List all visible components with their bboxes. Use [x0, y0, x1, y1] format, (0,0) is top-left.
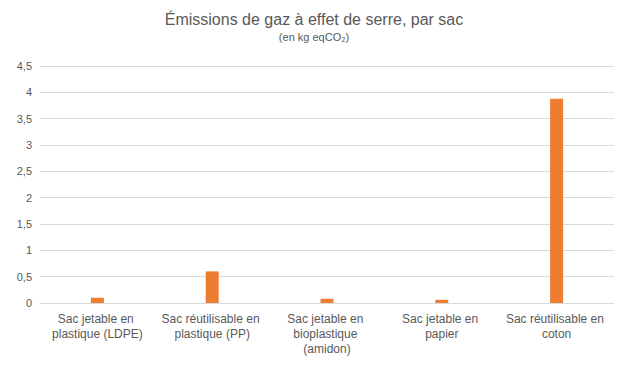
svg-text:0,5: 0,5 — [17, 271, 32, 283]
svg-text:plastique (LDPE): plastique (LDPE) — [52, 327, 143, 341]
svg-text:bioplastique: bioplastique — [293, 327, 360, 341]
svg-text:0: 0 — [26, 297, 32, 309]
svg-text:2,5: 2,5 — [17, 165, 32, 177]
svg-text:4,5: 4,5 — [17, 60, 32, 72]
svg-text:papier: papier — [425, 327, 458, 341]
svg-text:Sac jetable en: Sac jetable en — [58, 312, 137, 326]
svg-text:Sac jetable en: Sac jetable en — [402, 312, 481, 326]
svg-text:coton: coton — [542, 327, 571, 341]
svg-text:Émissions de gaz à effet de se: Émissions de gaz à effet de serre, par s… — [165, 10, 464, 28]
svg-text:Sac jetable en: Sac jetable en — [287, 312, 366, 326]
svg-text:plastique (PP): plastique (PP) — [175, 327, 250, 341]
svg-text:(amidon): (amidon) — [303, 342, 350, 356]
svg-text:(en kg eqCO₂): (en kg eqCO₂) — [279, 31, 349, 43]
svg-text:2: 2 — [26, 192, 32, 204]
svg-text:1,5: 1,5 — [17, 218, 32, 230]
svg-text:3,5: 3,5 — [17, 113, 32, 125]
svg-text:3: 3 — [26, 139, 32, 151]
svg-text:Sac réutilisable en: Sac réutilisable en — [506, 312, 607, 326]
svg-text:Sac réutilisable en: Sac réutilisable en — [162, 312, 263, 326]
svg-text:4: 4 — [26, 86, 32, 98]
svg-text:1: 1 — [26, 244, 32, 256]
